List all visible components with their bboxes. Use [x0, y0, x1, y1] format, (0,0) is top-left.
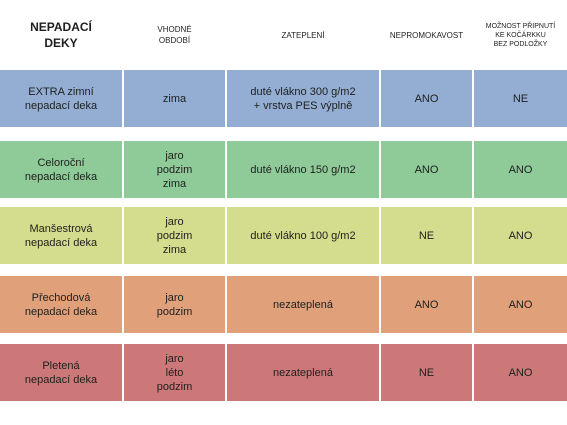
- attach-cell: ANO: [474, 141, 567, 198]
- insulation-cell: nezateplená: [227, 276, 379, 333]
- attach-cell: ANO: [474, 207, 567, 264]
- blanket-name: Pletená nepadací deka: [0, 344, 122, 401]
- table-row: EXTRA zimní nepadací deka zima duté vlák…: [0, 70, 567, 127]
- season-cell: zima: [124, 70, 225, 127]
- season-cell: jaro podzim zima: [124, 207, 225, 264]
- header-season: VHODNÉ OBDOBÍ: [157, 25, 192, 45]
- season-cell: jaro podzim: [124, 276, 225, 333]
- insulation-cell: duté vlákno 100 g/m2: [227, 207, 379, 264]
- waterproof-cell: ANO: [381, 70, 472, 127]
- waterproof-cell: ANO: [381, 276, 472, 333]
- attach-cell: ANO: [474, 344, 567, 401]
- table-header: NEPADACÍ DEKY VHODNÉ OBDOBÍ ZATEPLENÍ NE…: [0, 0, 567, 70]
- season-cell: jaro podzim zima: [124, 141, 225, 198]
- header-stroller-attach: MOŽNOST PŘIPNUTÍ KE KOČÁRKKU BEZ PODLOŽK…: [485, 22, 556, 48]
- insulation-cell: nezateplená: [227, 344, 379, 401]
- blanket-name: Celoroční nepadací deka: [0, 141, 122, 198]
- header-insulation: ZATEPLENÍ: [281, 30, 325, 40]
- attach-cell: NE: [474, 70, 567, 127]
- table-row: Celoroční nepadací deka jaro podzim zima…: [0, 141, 567, 198]
- table-row: Pletená nepadací deka jaro léto podzim n…: [0, 344, 567, 401]
- waterproof-cell: NE: [381, 344, 472, 401]
- table-row: Přechodová nepadací deka jaro podzim nez…: [0, 276, 567, 333]
- header-waterproof: NEPROMOKAVOST: [389, 30, 464, 40]
- blanket-name: Manšestrová nepadací deka: [0, 207, 122, 264]
- season-cell: jaro léto podzim: [124, 344, 225, 401]
- insulation-cell: duté vlákno 300 g/m2 + vrstva PES výplně: [227, 70, 379, 127]
- header-blankets: NEPADACÍ DEKY: [30, 20, 92, 50]
- insulation-cell: duté vlákno 150 g/m2: [227, 141, 379, 198]
- attach-cell: ANO: [474, 276, 567, 333]
- waterproof-cell: ANO: [381, 141, 472, 198]
- table-row: Manšestrová nepadací deka jaro podzim zi…: [0, 207, 567, 264]
- waterproof-cell: NE: [381, 207, 472, 264]
- blanket-name: EXTRA zimní nepadací deka: [0, 70, 122, 127]
- blanket-name: Přechodová nepadací deka: [0, 276, 122, 333]
